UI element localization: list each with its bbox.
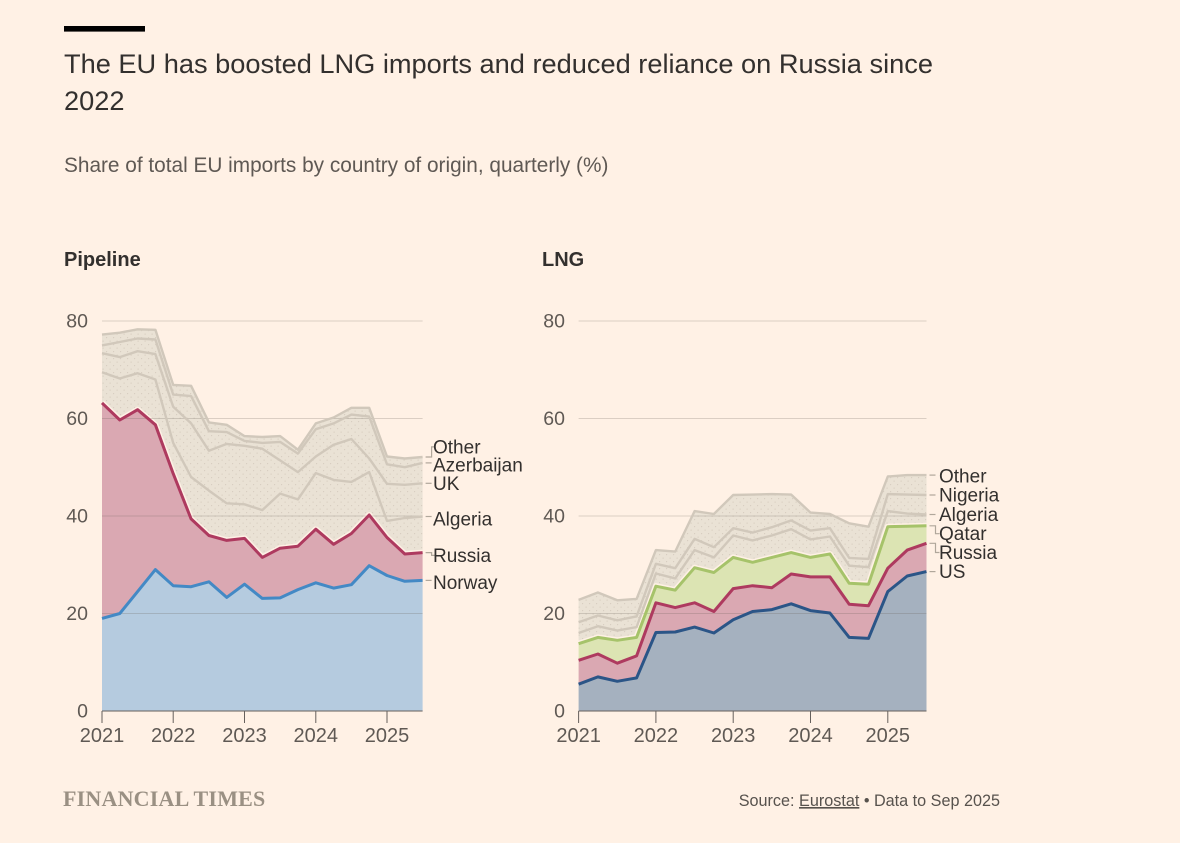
svg-text:Other: Other	[939, 466, 987, 487]
svg-text:20: 20	[543, 603, 565, 625]
svg-text:2025: 2025	[365, 725, 410, 747]
svg-text:Algeria: Algeria	[433, 509, 493, 530]
svg-text:Russia: Russia	[939, 543, 998, 564]
svg-text:2021: 2021	[80, 725, 125, 747]
svg-text:Share of total EU imports by c: Share of total EU imports by country of …	[64, 154, 608, 177]
svg-text:Norway: Norway	[433, 573, 498, 594]
svg-text:40: 40	[66, 506, 88, 528]
svg-text:Pipeline: Pipeline	[64, 249, 141, 271]
svg-text:Source: Eurostat • Data to Sep: Source: Eurostat • Data to Sep 2025	[739, 792, 1000, 810]
svg-text:2021: 2021	[556, 725, 601, 747]
svg-text:UK: UK	[433, 474, 460, 495]
svg-text:20: 20	[66, 603, 88, 625]
svg-text:60: 60	[66, 408, 88, 430]
svg-text:2022: 2022	[634, 725, 679, 747]
svg-text:Russia: Russia	[433, 546, 492, 567]
svg-text:FINANCIAL TIMES: FINANCIAL TIMES	[63, 786, 265, 811]
svg-text:0: 0	[77, 701, 88, 723]
svg-text:80: 80	[543, 311, 565, 333]
svg-text:2024: 2024	[294, 725, 339, 747]
svg-text:80: 80	[66, 311, 88, 333]
svg-text:Algeria: Algeria	[939, 505, 999, 526]
svg-text:2023: 2023	[222, 725, 267, 747]
svg-text:40: 40	[543, 506, 565, 528]
svg-text:2022: 2022	[64, 85, 124, 116]
svg-text:2025: 2025	[866, 725, 911, 747]
svg-text:Other: Other	[433, 437, 481, 458]
svg-text:2024: 2024	[788, 725, 833, 747]
svg-text:LNG: LNG	[542, 249, 584, 271]
svg-text:Qatar: Qatar	[939, 524, 987, 545]
svg-text:The EU has boosted LNG imports: The EU has boosted LNG imports and reduc…	[64, 48, 933, 79]
svg-text:2023: 2023	[711, 725, 756, 747]
svg-text:Nigeria: Nigeria	[939, 485, 1000, 506]
svg-text:2022: 2022	[151, 725, 196, 747]
svg-text:60: 60	[543, 408, 565, 430]
svg-text:Azerbaijan: Azerbaijan	[433, 456, 523, 477]
svg-text:0: 0	[554, 701, 565, 723]
svg-text:US: US	[939, 562, 965, 583]
